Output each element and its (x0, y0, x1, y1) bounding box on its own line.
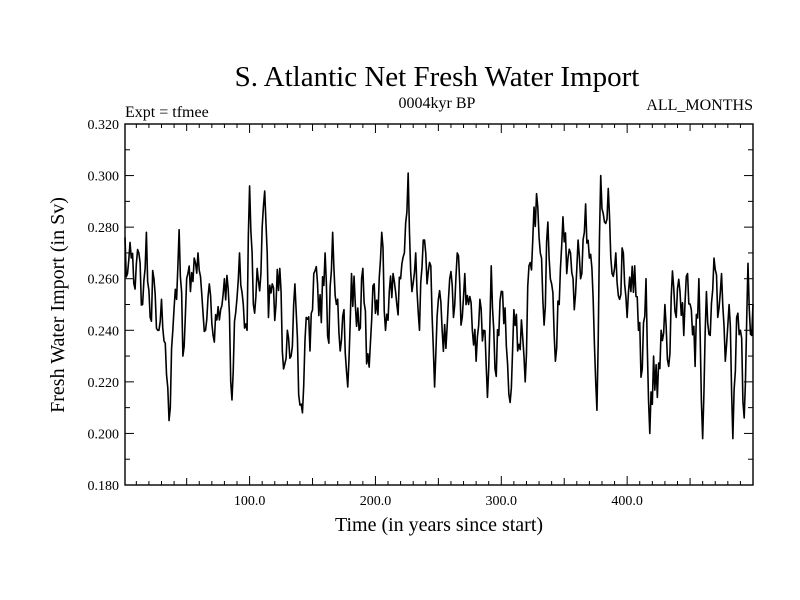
y-tick-label: 0.180 (88, 479, 120, 494)
x-tick-label: 400.0 (611, 494, 643, 509)
x-axis-label: Time (in years since start) (335, 514, 543, 536)
chart-subtitle-center: 0004kyr BP (399, 95, 476, 112)
y-axis: 0.180 0.200 0.220 0.240 0.260 0.280 0.300 0.320 (88, 118, 753, 494)
x-axis: 100.0 200.0 300.0 400.0 (135, 124, 754, 509)
y-tick-label: 0.220 (88, 376, 120, 391)
x-tick-label: 200.0 (360, 494, 392, 509)
chart-subtitle-left: Expt = tfmee (125, 104, 209, 121)
x-tick-label: 100.0 (234, 494, 266, 509)
y-axis-label: Fresh Water Import (in Sv) (47, 197, 69, 413)
y-tick-label: 0.240 (88, 324, 120, 339)
chart-subtitle-right: ALL_MONTHS (646, 97, 753, 114)
plot-frame (124, 123, 754, 486)
y-tick-label: 0.260 (88, 273, 120, 288)
x-tick-label: 300.0 (486, 494, 518, 509)
y-tick-label: 0.280 (88, 221, 120, 236)
chart-title: S. Atlantic Net Fresh Water Import (235, 61, 640, 93)
y-tick-label: 0.300 (88, 170, 120, 185)
y-tick-label: 0.320 (88, 118, 120, 133)
y-tick-label: 0.200 (88, 427, 120, 442)
series-line (124, 172, 754, 440)
